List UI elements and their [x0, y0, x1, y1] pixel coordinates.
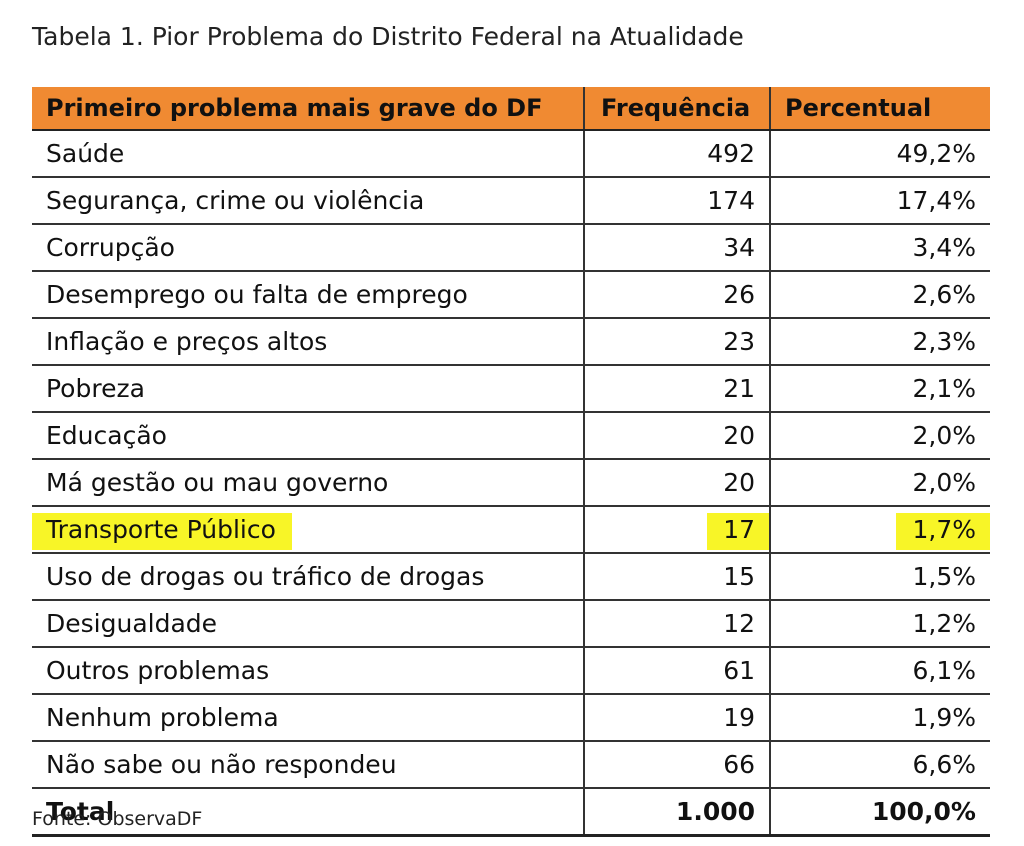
cell-percentage: 17,4%	[769, 177, 990, 225]
header-problem: Primeiro problema mais grave do DF	[32, 87, 584, 131]
table-row: Uso de drogas ou tráfico de drogas 15 1,5%	[32, 553, 990, 601]
cell-frequency: 20	[583, 459, 770, 507]
total-row: Total 1.000 100,0%	[32, 788, 990, 837]
cell-problem: Má gestão ou mau governo	[32, 459, 584, 507]
table-row: Transporte Público 17 1,7%	[32, 506, 990, 554]
highlight-mark: 17	[707, 513, 769, 550]
cell-problem: Corrupção	[32, 224, 584, 272]
cell-problem: Outros problemas	[32, 647, 584, 695]
cell-percentage: 1,9%	[769, 694, 990, 742]
cell-problem: Segurança, crime ou violência	[32, 177, 584, 225]
cell-frequency: 1.000	[583, 788, 770, 837]
table-row: Nenhum problema 19 1,9%	[32, 694, 990, 742]
cell-problem: Transporte Público	[32, 506, 584, 554]
table-row: Desigualdade 12 1,2%	[32, 600, 990, 648]
table-row: Saúde 492 49,2%	[32, 130, 990, 178]
cell-percentage: 6,6%	[769, 741, 990, 789]
cell-percentage: 2,6%	[769, 271, 990, 319]
cell-percentage: 2,1%	[769, 365, 990, 413]
cell-percentage: 100,0%	[769, 788, 990, 837]
table-row: Má gestão ou mau governo 20 2,0%	[32, 459, 990, 507]
cell-percentage: 6,1%	[769, 647, 990, 695]
cell-frequency: 492	[583, 130, 770, 178]
cell-percentage: 2,3%	[769, 318, 990, 366]
highlight-mark: 1,7%	[896, 513, 990, 550]
cell-frequency: 26	[583, 271, 770, 319]
header-frequency: Frequência	[583, 87, 770, 131]
cell-percentage: 1,2%	[769, 600, 990, 648]
cell-problem: Não sabe ou não respondeu	[32, 741, 584, 789]
cell-problem: Educação	[32, 412, 584, 460]
cell-frequency: 34	[583, 224, 770, 272]
table-row: Pobreza 21 2,1%	[32, 365, 990, 413]
cell-frequency: 23	[583, 318, 770, 366]
table-header-row: Primeiro problema mais grave do DF Frequ…	[32, 87, 990, 131]
cell-frequency: 66	[583, 741, 770, 789]
table-body: Saúde 492 49,2% Segurança, crime ou violênc…	[32, 130, 990, 837]
table-row: Não sabe ou não respondeu 66 6,6%	[32, 741, 990, 789]
table-row: Corrupção 34 3,4%	[32, 224, 990, 272]
cell-problem: Desemprego ou falta de emprego	[32, 271, 584, 319]
cell-frequency: 174	[583, 177, 770, 225]
cell-percentage: 3,4%	[769, 224, 990, 272]
table-row: Segurança, crime ou violência 174 17,4%	[32, 177, 990, 225]
table-caption: Tabela 1. Pior Problema do Distrito Fede…	[32, 22, 744, 51]
cell-problem: Inflação e preços altos	[32, 318, 584, 366]
table-row: Educação 20 2,0%	[32, 412, 990, 460]
cell-percentage: 2,0%	[769, 459, 990, 507]
cell-percentage: 1,7%	[769, 506, 990, 554]
cell-frequency: 17	[583, 506, 770, 554]
cell-frequency: 15	[583, 553, 770, 601]
cell-frequency: 19	[583, 694, 770, 742]
header-percentage: Percentual	[769, 87, 990, 131]
cell-problem: Total	[32, 788, 584, 837]
cell-percentage: 2,0%	[769, 412, 990, 460]
cell-problem: Desigualdade	[32, 600, 584, 648]
source-note: Fonte: ObservaDF	[32, 808, 203, 830]
problems-table: Primeiro problema mais grave do DF Frequ…	[32, 87, 990, 837]
cell-frequency: 21	[583, 365, 770, 413]
cell-frequency: 61	[583, 647, 770, 695]
cell-problem: Saúde	[32, 130, 584, 178]
cell-problem: Pobreza	[32, 365, 584, 413]
cell-percentage: 1,5%	[769, 553, 990, 601]
table-row: Desemprego ou falta de emprego 26 2,6%	[32, 271, 990, 319]
highlight-mark: Transporte Público	[32, 513, 292, 550]
cell-frequency: 20	[583, 412, 770, 460]
cell-percentage: 49,2%	[769, 130, 990, 178]
cell-problem: Nenhum problema	[32, 694, 584, 742]
cell-problem: Uso de drogas ou tráfico de drogas	[32, 553, 584, 601]
table-row: Outros problemas 61 6,1%	[32, 647, 990, 695]
table-row: Inflação e preços altos 23 2,3%	[32, 318, 990, 366]
cell-frequency: 12	[583, 600, 770, 648]
